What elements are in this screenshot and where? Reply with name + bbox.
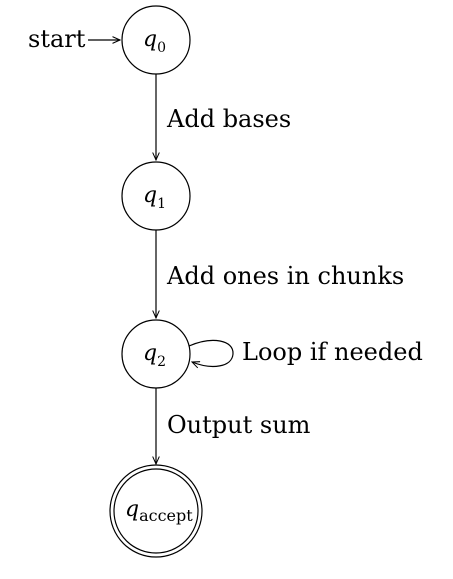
transition-q2-loop-arrow <box>188 339 234 366</box>
state-qaccept-name: q <box>125 497 139 522</box>
start-label: start <box>28 25 86 53</box>
svg-text:q1: q1 <box>143 183 166 212</box>
state-q0: q0 <box>121 5 191 75</box>
state-q2-sub: 2 <box>157 354 166 370</box>
svg-text:q0: q0 <box>143 27 166 56</box>
state-qaccept: qaccept <box>109 464 203 558</box>
transition-q0-q1-label: Add bases <box>166 105 291 133</box>
state-q0-name: q <box>143 27 157 52</box>
svg-text:qaccept: qaccept <box>125 497 193 525</box>
transition-q2-loop-label: Loop if needed <box>242 338 423 366</box>
state-q0-sub: 0 <box>157 40 166 56</box>
state-q2: q2 <box>121 319 191 389</box>
transition-q2-qaccept-label: Output sum <box>167 411 311 439</box>
state-q1-sub: 1 <box>157 196 166 212</box>
state-q1: q1 <box>121 161 191 231</box>
transition-q1-q2-label: Add ones in chunks <box>166 262 404 290</box>
state-q1-name: q <box>143 183 157 208</box>
svg-text:q2: q2 <box>143 341 166 370</box>
state-q2-name: q <box>143 341 157 366</box>
state-qaccept-sub: accept <box>139 506 193 525</box>
